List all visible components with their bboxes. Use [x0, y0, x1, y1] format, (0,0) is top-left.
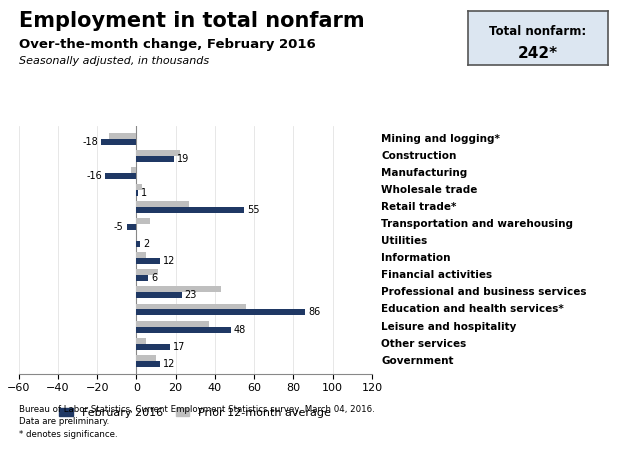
Bar: [136, 150, 180, 156]
Text: Construction: Construction: [381, 151, 457, 161]
Text: Retail trade*: Retail trade*: [381, 202, 457, 212]
Text: 12: 12: [163, 359, 175, 369]
Text: Other services: Other services: [381, 339, 467, 349]
Bar: [136, 218, 150, 224]
Bar: [105, 173, 136, 179]
Bar: [136, 275, 148, 281]
Text: 1: 1: [141, 188, 148, 198]
Bar: [136, 303, 246, 310]
Text: 23: 23: [185, 290, 197, 301]
Text: 242*: 242*: [518, 46, 558, 61]
Text: Financial activities: Financial activities: [381, 270, 492, 280]
Bar: [136, 258, 160, 264]
Text: 19: 19: [177, 154, 189, 164]
Text: Utilities: Utilities: [381, 236, 428, 246]
Bar: [136, 207, 244, 213]
Text: Bureau of Labor Statistics, Current Employment Statistics survey, March 04, 2016: Bureau of Labor Statistics, Current Empl…: [19, 405, 374, 439]
Text: Seasonally adjusted, in thousands: Seasonally adjusted, in thousands: [19, 56, 209, 66]
Bar: [126, 224, 136, 230]
Legend: February 2016, Prior 12-month average: February 2016, Prior 12-month average: [55, 403, 335, 423]
Text: -16: -16: [86, 171, 102, 181]
Text: 55: 55: [247, 205, 260, 215]
Bar: [109, 133, 136, 139]
Bar: [130, 167, 136, 173]
Text: Information: Information: [381, 253, 451, 263]
Text: Over-the-month change, February 2016: Over-the-month change, February 2016: [19, 38, 316, 51]
Bar: [136, 287, 221, 292]
Text: Education and health services*: Education and health services*: [381, 305, 564, 315]
Text: Transportation and warehousing: Transportation and warehousing: [381, 219, 574, 229]
Bar: [136, 344, 170, 350]
Text: Employment in total nonfarm: Employment in total nonfarm: [19, 11, 364, 31]
Bar: [136, 241, 140, 247]
Text: Mining and logging*: Mining and logging*: [381, 134, 500, 144]
Text: Manufacturing: Manufacturing: [381, 168, 467, 178]
Text: -18: -18: [82, 137, 98, 147]
Text: 12: 12: [163, 256, 175, 266]
Text: Wholesale trade: Wholesale trade: [381, 185, 477, 195]
Text: 48: 48: [234, 324, 246, 334]
Bar: [136, 184, 143, 190]
Text: Leisure and hospitality: Leisure and hospitality: [381, 322, 516, 332]
Bar: [101, 139, 136, 145]
Bar: [136, 270, 158, 275]
Bar: [136, 320, 209, 327]
Bar: [136, 201, 190, 207]
Text: 86: 86: [308, 307, 321, 318]
Bar: [136, 252, 146, 258]
Bar: [136, 355, 156, 361]
Bar: [136, 156, 174, 162]
Text: Government: Government: [381, 356, 454, 366]
Text: 2: 2: [143, 239, 149, 249]
Bar: [136, 327, 231, 333]
Text: -5: -5: [114, 222, 123, 232]
Bar: [136, 292, 182, 298]
Bar: [136, 361, 160, 367]
Text: Professional and business services: Professional and business services: [381, 288, 587, 297]
Text: 17: 17: [173, 342, 185, 351]
Bar: [136, 190, 138, 196]
Text: 6: 6: [151, 273, 157, 284]
Bar: [136, 310, 305, 315]
Text: Total nonfarm:: Total nonfarm:: [489, 25, 587, 38]
Bar: [136, 338, 146, 344]
